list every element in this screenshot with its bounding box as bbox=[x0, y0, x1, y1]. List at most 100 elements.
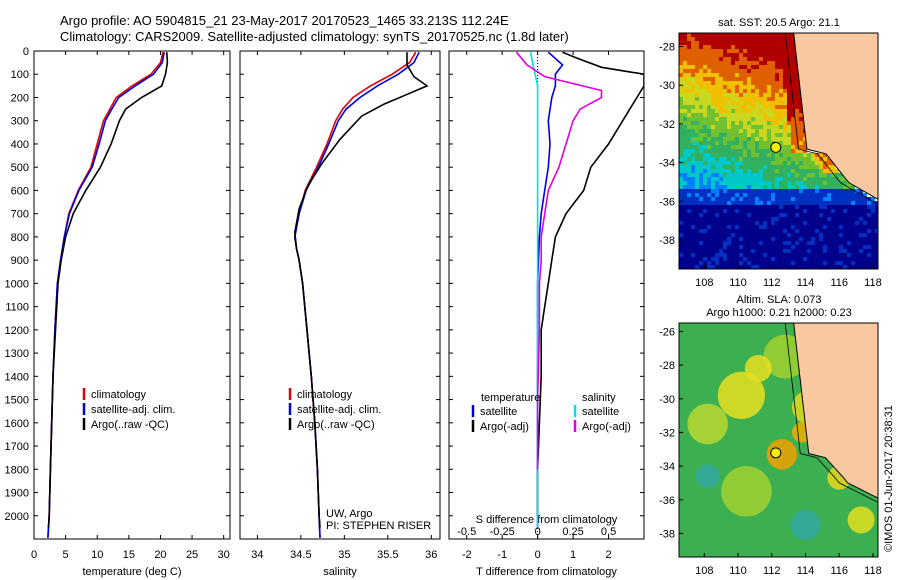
sst-map-ytick-label: -32 bbox=[659, 119, 675, 131]
depth-tick-label: 2000 bbox=[5, 511, 29, 523]
temperature-xtick-label: 15 bbox=[123, 549, 135, 561]
depth-tick-label: 0 bbox=[23, 46, 29, 58]
sla-anomaly bbox=[721, 466, 772, 517]
diff-legend-label: Argo(-adj) bbox=[582, 421, 631, 433]
s-diff-tick-label: -0.5 bbox=[457, 526, 476, 538]
sla-anomaly bbox=[766, 439, 798, 470]
temperature-xtick-label: 20 bbox=[154, 549, 166, 561]
sla-anomaly bbox=[687, 403, 728, 445]
difference-xtick-label: 1 bbox=[570, 549, 576, 561]
sla-map-field bbox=[679, 323, 878, 557]
temperature-axis-label: temperature (deg C) bbox=[82, 566, 181, 578]
salinity-axis-label: salinity bbox=[323, 566, 357, 578]
sla-map-ytick-label: -36 bbox=[659, 495, 675, 507]
sla-anomaly bbox=[790, 509, 821, 541]
isobath-contour bbox=[784, 33, 878, 205]
sst-map-title: sat. SST: 20.5 Argo: 21.1 bbox=[718, 17, 840, 29]
s-diff-tick-label: 0.5 bbox=[601, 526, 616, 538]
temperature-xtick-label: 25 bbox=[186, 549, 198, 561]
sst-map-xtick-label: 108 bbox=[695, 277, 713, 289]
sst-map: 108 110 112 114 116 118 -28 -30 -32 -34 -36 -38 bbox=[659, 32, 882, 289]
sla-map-frame bbox=[678, 322, 879, 558]
diff-legend-sal-header: salinity bbox=[582, 392, 616, 404]
sla-map-xtick-label: 118 bbox=[864, 565, 882, 577]
diff-legend-temp-header: temperature bbox=[481, 392, 540, 404]
depth-tick-label: 900 bbox=[11, 255, 29, 267]
title-line-1: Argo profile: AO 5904815_21 23-May-2017 … bbox=[60, 13, 509, 28]
depth-tick-label: 100 bbox=[11, 69, 29, 81]
depth-tick-label: 1500 bbox=[5, 395, 29, 407]
s-diff-tick-label: 0 bbox=[535, 526, 541, 538]
sla-map: 108 110 112 114 116 118 -26 -28 -30 -32 -34 -36 -38 bbox=[659, 322, 882, 577]
sla-map-xtick-label: 112 bbox=[763, 565, 781, 577]
temperature-xtick-label: 5 bbox=[63, 549, 69, 561]
temperature-axes-box bbox=[33, 50, 231, 540]
sla-map-xtick-label: 110 bbox=[729, 565, 747, 577]
sla-map-ytick-label: -26 bbox=[659, 326, 675, 338]
depth-tick-label: 500 bbox=[11, 162, 29, 174]
sla-anomaly bbox=[695, 464, 720, 488]
sst-map-ytick-label: -36 bbox=[659, 196, 675, 208]
salinity-legend-label: climatology bbox=[297, 389, 353, 401]
sst-map-frame bbox=[678, 32, 879, 270]
sla-map-title: Altim. SLA: 0.073 bbox=[737, 294, 822, 306]
pi-annotation-2: PI: STEPHEN RISER bbox=[326, 520, 431, 532]
land-mass bbox=[793, 33, 878, 200]
temperature-xtick-label: 0 bbox=[31, 549, 37, 561]
salinity-xtick-label: 34.5 bbox=[290, 549, 311, 561]
sla-map-ytick-label: -38 bbox=[659, 528, 675, 540]
sla-map-xtick-label: 108 bbox=[695, 565, 713, 577]
isobath-contour bbox=[784, 323, 878, 503]
sla-map-ytick-label: -28 bbox=[659, 360, 675, 372]
sla-anomaly bbox=[744, 354, 772, 382]
temperature-series-2 bbox=[47, 52, 169, 528]
salinity-xtick-label: 34 bbox=[251, 549, 263, 561]
depth-tick-label: 1200 bbox=[5, 325, 29, 337]
salinity-axes-box bbox=[239, 50, 441, 540]
difference-xtick-label: -2 bbox=[462, 549, 472, 561]
depth-tick-label: 1700 bbox=[5, 441, 29, 453]
temperature-xtick-label: 30 bbox=[218, 549, 230, 561]
depth-tick-label: 600 bbox=[11, 185, 29, 197]
salinity-legend-label: satellite-adj. clim. bbox=[297, 404, 381, 416]
difference-xtick-label: -1 bbox=[497, 549, 507, 561]
difference-panel: -2 -1 0 1 2 -0.5 -0.25 0 0.25 0.5S difference fro… bbox=[448, 50, 645, 578]
temperature-legend-label: climatology bbox=[91, 389, 147, 401]
s-diff-tick-label: 0.25 bbox=[562, 526, 583, 538]
depth-tick-label: 700 bbox=[11, 209, 29, 221]
sst-map-xtick-label: 112 bbox=[763, 277, 781, 289]
depth-tick-label: 300 bbox=[11, 116, 29, 128]
depth-tick-label: 800 bbox=[11, 232, 29, 244]
sla-map-xtick-label: 114 bbox=[797, 565, 815, 577]
argo-position-marker bbox=[770, 447, 782, 459]
argo-position-marker bbox=[770, 141, 782, 153]
s-diff-tick-label: -0.25 bbox=[490, 526, 515, 538]
salinity-xtick-label: 35 bbox=[338, 549, 350, 561]
salinity-xtick-label: 35.5 bbox=[377, 549, 398, 561]
depth-tick-label: 1000 bbox=[5, 278, 29, 290]
imos-credit: ©IMOS 01-Jun-2017 20:38:31 bbox=[883, 405, 895, 552]
sst-map-xtick-label: 116 bbox=[830, 277, 848, 289]
sst-map-ytick-label: -30 bbox=[659, 80, 675, 92]
temperature-panel: 0 5 10 15 20 25 300100200300400500600700800900… bbox=[5, 46, 231, 578]
difference-xtick-label: 0 bbox=[535, 549, 541, 561]
land-mass bbox=[793, 323, 878, 499]
depth-tick-label: 400 bbox=[11, 139, 29, 151]
difference-axis-label: T difference from climatology bbox=[476, 566, 617, 578]
salinity-legend-label: Argo(..raw -QC) bbox=[297, 419, 375, 431]
depth-tick-label: 1800 bbox=[5, 464, 29, 476]
diff-legend-label: Argo(-adj) bbox=[480, 421, 529, 433]
sst-map-xtick-label: 114 bbox=[797, 277, 815, 289]
sla-map-ytick-label: -34 bbox=[659, 461, 675, 473]
sla-anomaly bbox=[847, 506, 875, 534]
diff-legend-label: satellite bbox=[480, 406, 517, 418]
salinity-xtick-label: 36 bbox=[425, 549, 437, 561]
sla-map-xtick-label: 116 bbox=[830, 565, 848, 577]
sst-map-xtick-label: 110 bbox=[729, 277, 747, 289]
depth-tick-label: 1400 bbox=[5, 371, 29, 383]
sst-map-ytick-label: -38 bbox=[659, 235, 675, 247]
sst-map-xtick-label: 118 bbox=[864, 277, 882, 289]
depth-tick-label: 200 bbox=[11, 92, 29, 104]
sst-map-field bbox=[679, 33, 878, 269]
